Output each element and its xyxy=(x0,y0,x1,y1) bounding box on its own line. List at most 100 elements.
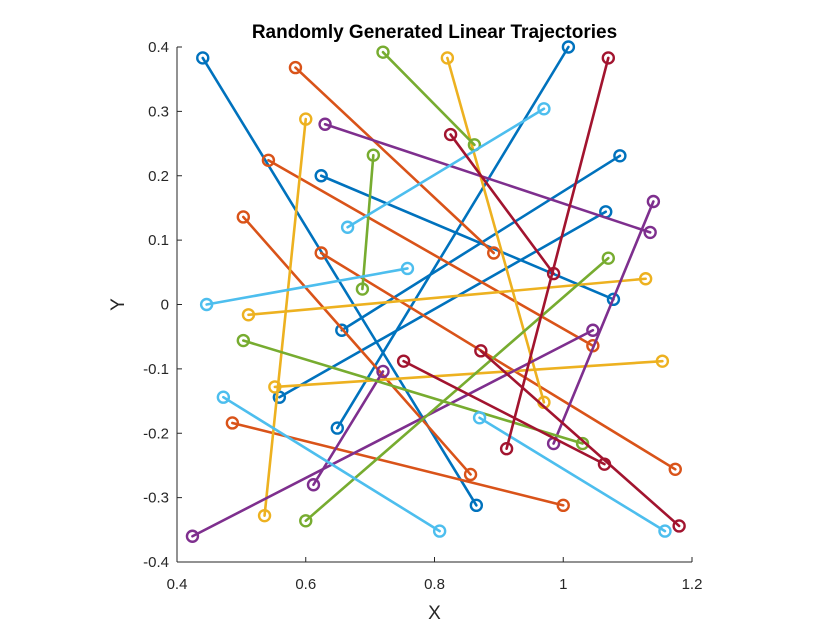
trajectory-endpoint-marker xyxy=(400,261,415,276)
trajectory-endpoint-marker xyxy=(268,380,282,394)
trajectory-line xyxy=(242,339,584,445)
trajectory-endpoint-marker xyxy=(366,148,381,162)
trajectory xyxy=(185,323,600,543)
trajectory-endpoint-marker xyxy=(299,112,313,126)
trajectory-line xyxy=(552,200,655,445)
trajectory-line xyxy=(449,133,555,275)
trajectory-endpoint-marker xyxy=(443,127,458,142)
chart-title: Randomly Generated Linear Trajectories xyxy=(252,22,617,43)
trajectory-endpoint-marker xyxy=(643,225,657,240)
trajectory-endpoint-marker xyxy=(376,364,390,379)
trajectory-endpoint-marker xyxy=(606,292,621,307)
x-tick-label: 0.4 xyxy=(167,576,188,593)
trajectory xyxy=(499,51,616,456)
trajectory-endpoint-marker xyxy=(236,210,251,224)
trajectory-line xyxy=(205,267,409,306)
y-tick-label: -0.4 xyxy=(143,554,169,571)
trajectory xyxy=(236,333,590,451)
trajectory-endpoint-marker xyxy=(658,524,672,538)
trajectory-endpoint-marker xyxy=(199,297,214,312)
trajectory-line xyxy=(267,159,595,348)
trajectory-endpoint-marker xyxy=(185,529,200,543)
trajectory-endpoint-marker xyxy=(463,467,478,482)
trajectory-endpoint-marker xyxy=(646,194,661,209)
trajectory-endpoint-marker xyxy=(668,462,682,476)
trajectory xyxy=(314,246,682,476)
y-tick-label: -0.3 xyxy=(143,490,169,507)
plot-background xyxy=(177,47,692,562)
trajectory-endpoint-marker xyxy=(355,282,370,296)
trajectory-endpoint-marker xyxy=(601,51,616,65)
trajectory xyxy=(546,194,661,451)
trajectory-endpoint-marker xyxy=(318,117,332,131)
trajectory-endpoint-marker xyxy=(288,60,303,75)
y-tick-label: 0.2 xyxy=(148,168,169,185)
trajectory xyxy=(330,40,576,435)
trajectory-endpoint-marker xyxy=(196,51,210,65)
trajectory-line xyxy=(335,45,570,430)
trajectory-line xyxy=(222,395,441,533)
trajectory xyxy=(257,112,313,523)
trajectory-line xyxy=(263,117,308,517)
trajectory-line xyxy=(242,215,472,476)
y-tick-label: -0.1 xyxy=(143,361,169,378)
trajectory xyxy=(268,354,670,394)
trajectory-endpoint-marker xyxy=(335,323,349,337)
trajectory-line xyxy=(381,50,476,147)
trajectory-endpoint-marker xyxy=(314,169,328,183)
trajectory-endpoint-marker xyxy=(472,411,487,425)
trajectory-endpoint-marker xyxy=(216,390,231,404)
x-tick-label: 1.2 xyxy=(682,576,703,593)
trajectory-endpoint-marker xyxy=(469,498,484,513)
trajectory-line xyxy=(446,56,546,404)
trajectory xyxy=(236,210,478,482)
trajectory-endpoint-marker xyxy=(487,246,501,260)
y-tick-label: -0.2 xyxy=(143,425,169,442)
trajectory-endpoint-marker xyxy=(376,45,390,59)
trajectory-endpoint-marker xyxy=(241,308,256,322)
trajectory-endpoint-marker xyxy=(314,246,328,260)
x-tick-label: 0.6 xyxy=(295,576,316,593)
trajectory-endpoint-marker xyxy=(432,524,447,538)
trajectory-endpoint-marker xyxy=(474,344,488,358)
trajectory xyxy=(474,344,686,533)
trajectory-endpoint-marker xyxy=(586,323,600,337)
trajectory-line xyxy=(505,56,610,451)
trajectory xyxy=(355,148,381,296)
trajectory-endpoint-marker xyxy=(613,149,627,163)
trajectory-endpoint-marker xyxy=(672,519,686,533)
trajectory-line xyxy=(273,359,664,389)
trajectory xyxy=(288,60,501,260)
trajectory-endpoint-marker xyxy=(499,442,514,456)
trajectory-endpoint-marker xyxy=(299,514,313,528)
trajectory-endpoint-marker xyxy=(561,40,576,54)
trajectory-line xyxy=(312,370,385,487)
trajectory-line xyxy=(319,251,677,471)
trajectory xyxy=(199,261,415,312)
trajectory-line xyxy=(361,153,375,291)
trajectory-endpoint-marker xyxy=(601,251,616,265)
trajectory-line xyxy=(479,349,681,528)
trajectory-line xyxy=(294,66,496,255)
y-tick-label: 0.1 xyxy=(148,232,169,249)
trajectory xyxy=(340,102,551,234)
trajectory-endpoint-marker xyxy=(556,498,570,513)
trajectory-endpoint-marker xyxy=(236,333,251,348)
trajectory-endpoint-marker xyxy=(638,272,653,286)
ticks: 0.4 0.6 0.8 1 1.2 0.4 0.3 0.2 0.1 0 -0.1 -0.2 -0.3 -0… xyxy=(143,39,702,593)
trajectory-line xyxy=(191,328,595,538)
trajectory xyxy=(306,364,390,492)
trajectory-endpoint-marker xyxy=(655,354,670,368)
trajectory-line xyxy=(346,107,546,229)
trajectory xyxy=(216,390,447,538)
trajectory-endpoint-marker xyxy=(396,354,411,368)
trajectory-line xyxy=(278,210,608,399)
x-tick-label: 0.8 xyxy=(424,576,445,593)
trajectory-endpoint-marker xyxy=(257,508,272,523)
x-tick-label: 1 xyxy=(559,576,567,593)
trajectory-endpoint-marker xyxy=(537,102,551,116)
trajectory-endpoint-marker xyxy=(330,421,344,435)
trajectory-endpoint-marker xyxy=(575,436,590,451)
